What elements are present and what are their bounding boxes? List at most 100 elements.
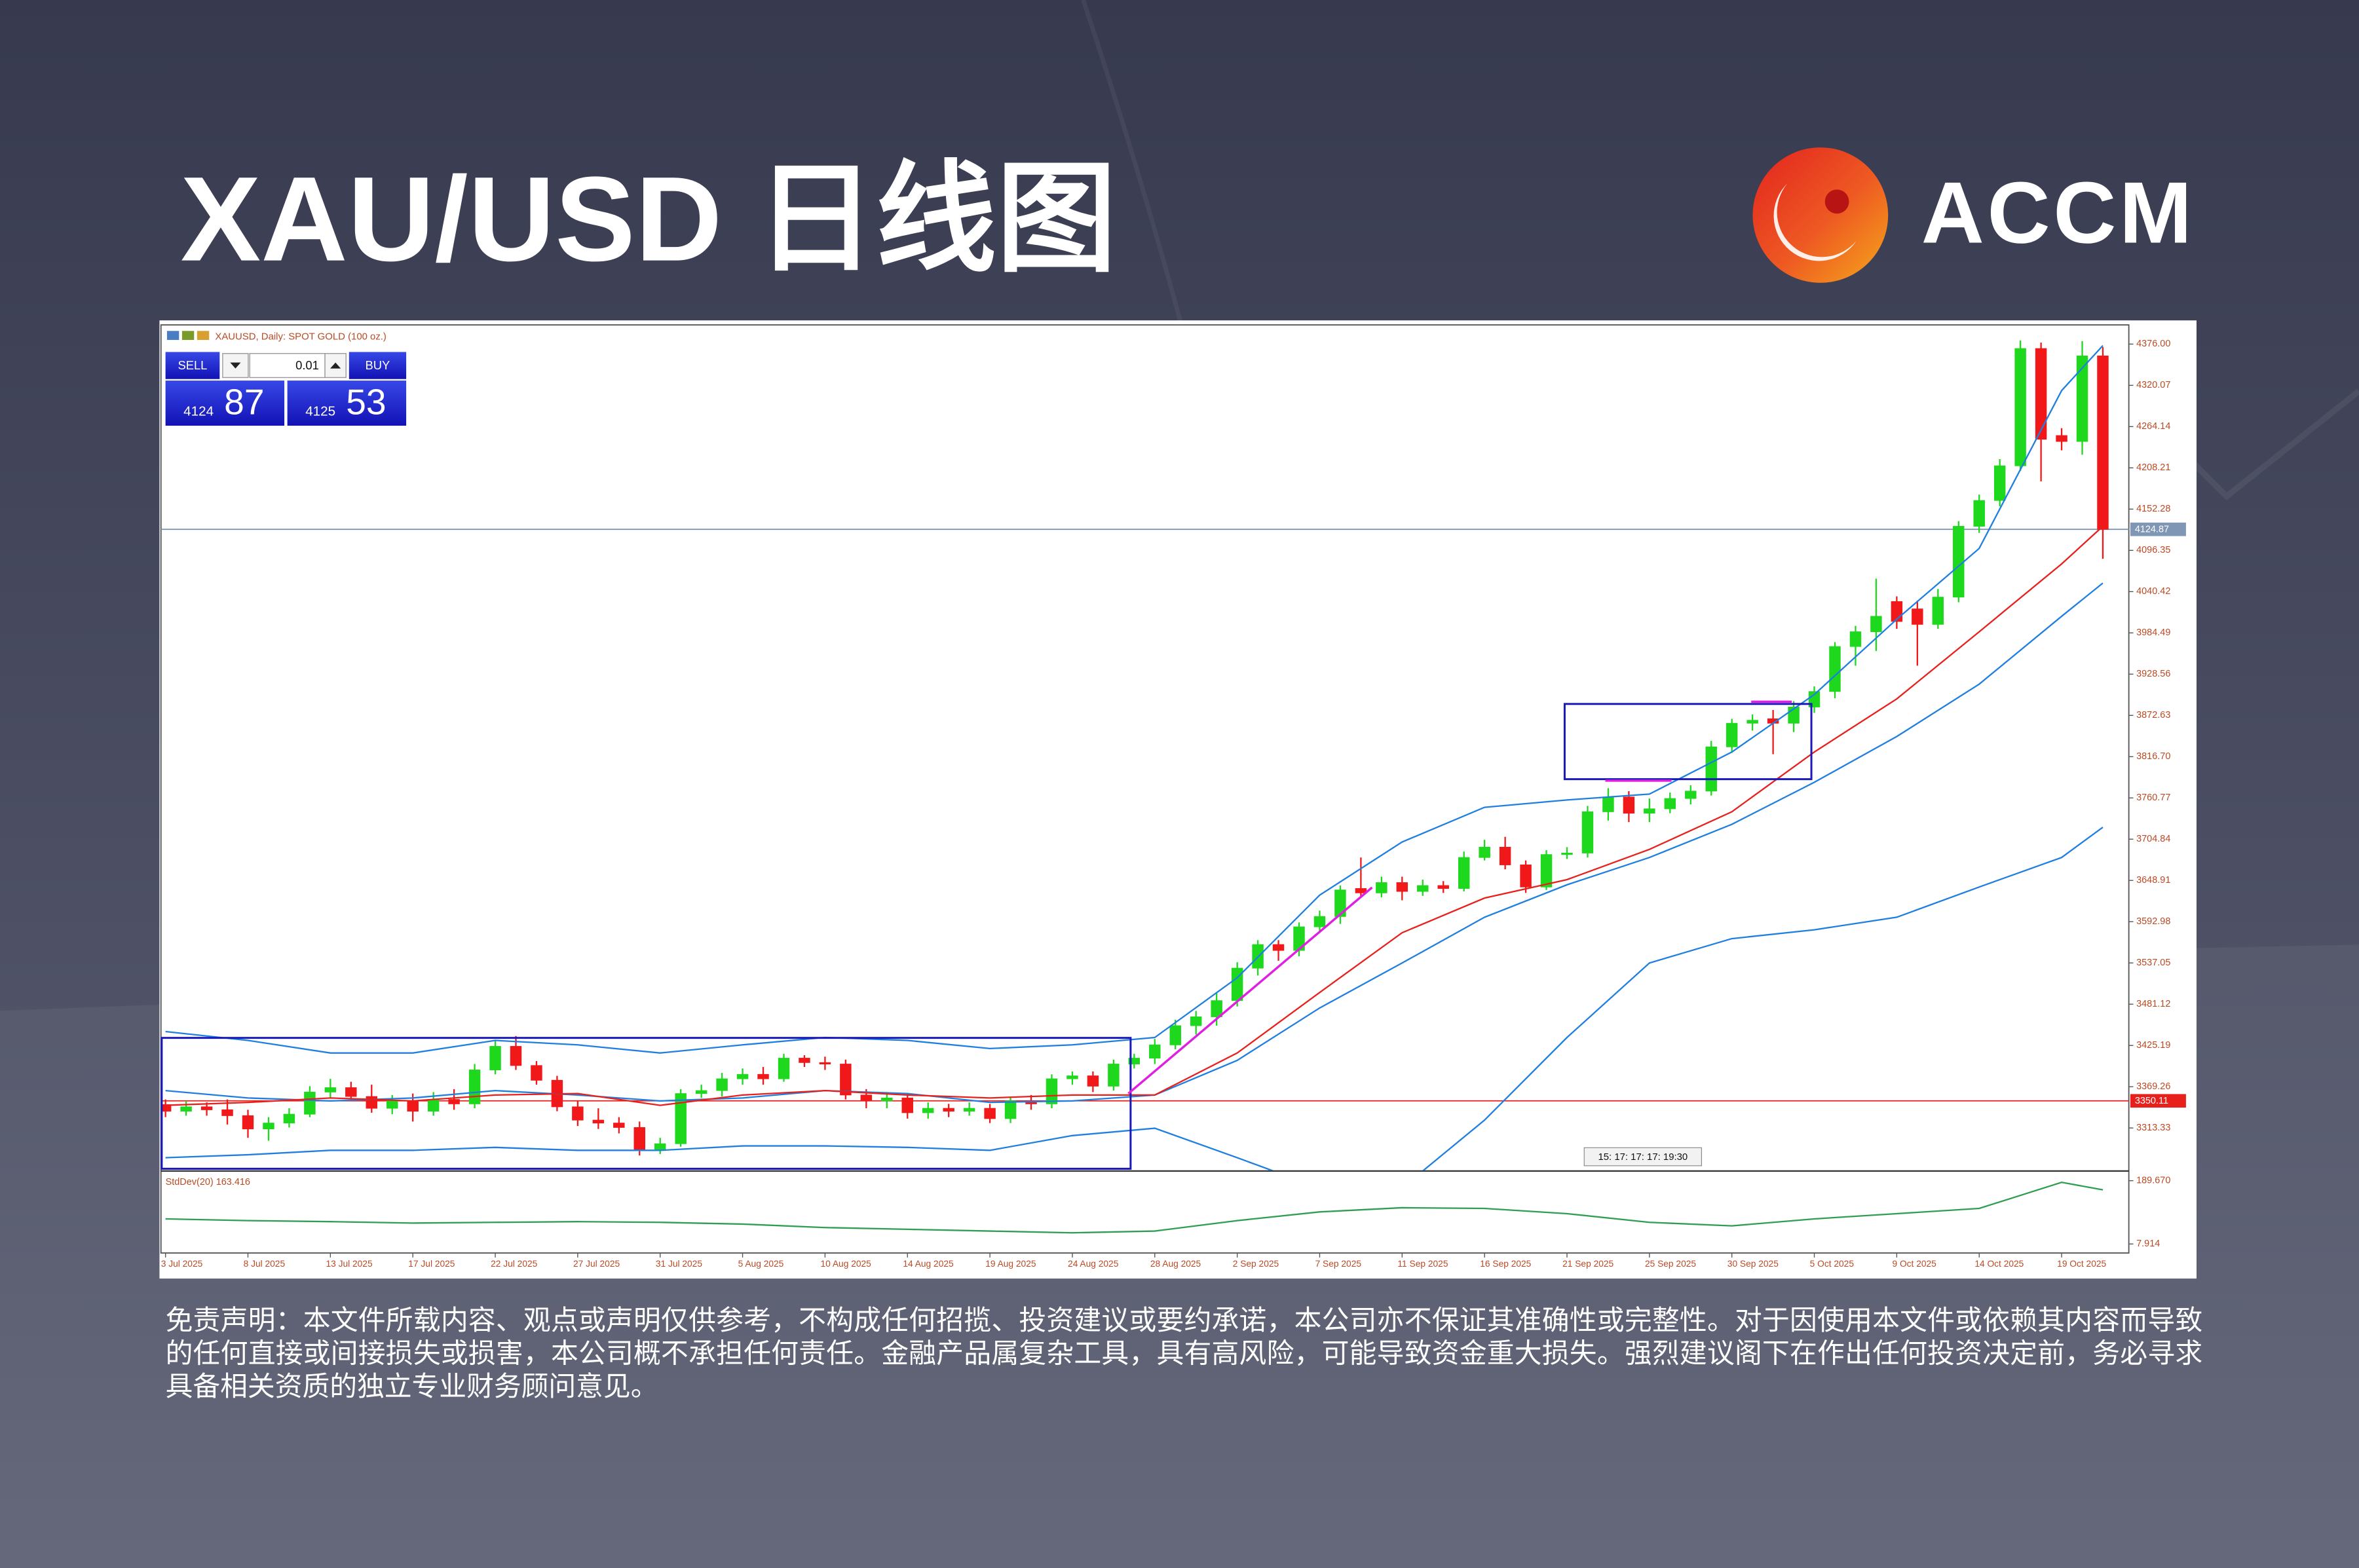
candle-body bbox=[1829, 646, 1841, 692]
time-box bbox=[1583, 1147, 1702, 1167]
candle-body bbox=[283, 1113, 295, 1124]
plot-area bbox=[160, 340, 2109, 1170]
x-tick-label: 9 Oct 2025 bbox=[1892, 1259, 1936, 1269]
candle-body bbox=[489, 1046, 501, 1071]
candle-body bbox=[2076, 355, 2088, 442]
arrow-up bbox=[330, 362, 341, 369]
x-tick-label: 17 Jul 2025 bbox=[408, 1259, 455, 1269]
candle-body bbox=[407, 1100, 419, 1112]
range-box bbox=[160, 1037, 1132, 1170]
candle-body bbox=[1932, 597, 1944, 625]
annotations: 15: 17: 17: 17: 19:30 bbox=[160, 700, 1813, 1170]
x-tick-label: 5 Oct 2025 bbox=[1810, 1259, 1855, 1269]
candle-body bbox=[1561, 852, 1573, 855]
candle-body bbox=[819, 1062, 831, 1065]
logo-swoosh bbox=[1773, 183, 1857, 261]
overlay-line bbox=[165, 525, 2104, 1106]
candle-body bbox=[448, 1099, 460, 1104]
y-tick-label: 3984.49 bbox=[2136, 627, 2170, 638]
indicator-area bbox=[165, 1181, 2104, 1234]
candle-body bbox=[1479, 846, 1490, 858]
ask-box[interactable] bbox=[287, 381, 407, 426]
candle-body bbox=[654, 1143, 666, 1150]
buy-button[interactable] bbox=[349, 352, 407, 379]
x-tick-label: 25 Sep 2025 bbox=[1645, 1259, 1696, 1269]
candle-body bbox=[592, 1119, 605, 1124]
candle-body bbox=[1953, 526, 1965, 598]
sell-button[interactable] bbox=[165, 352, 220, 379]
x-tick-label: 2 Sep 2025 bbox=[1233, 1259, 1279, 1269]
candle-body bbox=[943, 1108, 954, 1112]
candle-body bbox=[1458, 857, 1470, 889]
candle-body bbox=[1993, 465, 2006, 501]
x-tick-label: 10 Aug 2025 bbox=[821, 1259, 872, 1269]
y-tick-label: 4208.21 bbox=[2136, 462, 2170, 473]
y-tick-label: 3872.63 bbox=[2136, 710, 2170, 720]
chart-panel bbox=[159, 320, 2197, 1279]
candle-body bbox=[1066, 1075, 1078, 1079]
candle-body bbox=[2035, 348, 2047, 440]
candle-body bbox=[1313, 916, 1326, 927]
candle-body bbox=[1355, 888, 1367, 893]
range-box bbox=[1563, 703, 1813, 781]
header-icon bbox=[166, 331, 179, 341]
x-tick-label: 8 Jul 2025 bbox=[244, 1259, 286, 1269]
trend-line bbox=[1127, 886, 1373, 1094]
y-tick-label: 4096.35 bbox=[2136, 545, 2170, 555]
x-tick-label: 13 Jul 2025 bbox=[326, 1259, 373, 1269]
y-tick-label: 3816.70 bbox=[2136, 751, 2170, 762]
candle-body bbox=[1520, 865, 1532, 887]
trade-panel: SELL 0.01 BUY 4124 87 4125 53 bbox=[165, 352, 407, 426]
logo-text: ACCM bbox=[1921, 164, 2195, 261]
candle-body bbox=[1437, 885, 1449, 889]
y-tick-label: 4264.14 bbox=[2136, 421, 2170, 432]
level-line-tag bbox=[2130, 1094, 2186, 1108]
candle-body bbox=[963, 1108, 975, 1112]
y-tick-label: 4040.42 bbox=[2136, 586, 2170, 597]
x-tick-label: 19 Oct 2025 bbox=[2057, 1259, 2106, 1269]
y-tick-label: 7.914 bbox=[2136, 1239, 2160, 1249]
candle-body bbox=[180, 1106, 192, 1112]
y-tick-label: 3592.98 bbox=[2136, 916, 2170, 927]
y-tick-label: 3425.19 bbox=[2136, 1040, 2170, 1051]
overlay-line bbox=[165, 345, 2104, 1054]
indicator-label: StdDev(20) 163.416 bbox=[166, 1177, 250, 1187]
candle-body bbox=[221, 1109, 233, 1116]
candle-body bbox=[242, 1115, 254, 1130]
y-tick-label: 3481.12 bbox=[2136, 999, 2170, 1009]
y-tick-label: 3928.56 bbox=[2136, 669, 2170, 679]
x-tick-label: 5 Aug 2025 bbox=[738, 1259, 784, 1269]
candle-body bbox=[1870, 616, 1882, 633]
x-tick-label: 28 Aug 2025 bbox=[1150, 1259, 1201, 1269]
candle-body bbox=[922, 1108, 934, 1113]
header-icon bbox=[197, 331, 210, 341]
y-tick-label: 3369.26 bbox=[2136, 1081, 2170, 1092]
price-line-label: 4124.87 bbox=[2135, 525, 2169, 535]
disclaimer: 免责声明：本文件所载内容、观点或声明仅供参考，不构成任何招揽、投资建议或要约承诺… bbox=[165, 1305, 2203, 1404]
candle-body bbox=[2056, 435, 2067, 442]
level-line-label: 3350.11 bbox=[2135, 1096, 2168, 1106]
candle-body bbox=[304, 1091, 316, 1115]
candle-body bbox=[1540, 854, 1553, 887]
x-tick-label: 11 Sep 2025 bbox=[1397, 1259, 1448, 1269]
candle-body bbox=[1417, 885, 1429, 892]
candle-body bbox=[510, 1046, 522, 1066]
y-tick-label: 4320.07 bbox=[2136, 380, 2170, 390]
candle-body bbox=[1849, 631, 1862, 647]
x-tick-label: 31 Jul 2025 bbox=[656, 1259, 703, 1269]
candle-body bbox=[427, 1099, 440, 1112]
bid-box[interactable] bbox=[165, 381, 285, 426]
candle-body bbox=[1087, 1075, 1099, 1087]
lot-value: 0.01 bbox=[295, 358, 319, 372]
candle-body bbox=[1190, 1017, 1202, 1026]
candle-body bbox=[1912, 608, 1923, 625]
candle-body bbox=[1046, 1078, 1058, 1104]
candle-body bbox=[1705, 746, 1717, 792]
y-tick-label: 3648.91 bbox=[2136, 875, 2170, 886]
candle-body bbox=[1108, 1064, 1120, 1087]
candle-body bbox=[840, 1064, 852, 1096]
x-tick-label: 30 Sep 2025 bbox=[1727, 1259, 1779, 1269]
x-tick-label: 3 Jul 2025 bbox=[161, 1259, 203, 1269]
x-tick-label: 22 Jul 2025 bbox=[491, 1259, 538, 1269]
